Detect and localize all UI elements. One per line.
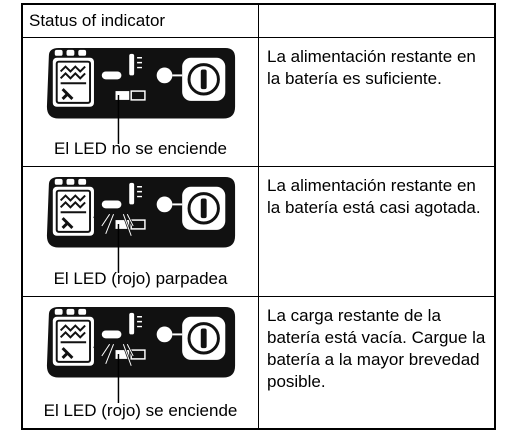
indicator-icon <box>43 46 239 144</box>
indicator-caption: El LED (rojo) parpadea <box>53 269 228 288</box>
row: El LED no se enciende La alimentación re… <box>21 37 496 167</box>
indicator-caption: El LED (rojo) se enciende <box>43 401 238 420</box>
header-row: Status of indicator <box>21 3 496 38</box>
row: El LED (rojo) se enciende La carga resta… <box>21 296 496 430</box>
indicator-cell: El LED (rojo) parpadea <box>21 166 259 297</box>
status-table: Status of indicator El LED no se enciend… <box>21 3 496 430</box>
header-cell <box>258 3 496 38</box>
indicator-cell: El LED no se enciende <box>21 37 259 167</box>
indicator-caption: El LED no se enciende <box>54 139 227 158</box>
indicator-icon <box>43 305 239 403</box>
indicator-icon <box>43 175 239 273</box>
description: La carga restante de la batería está vac… <box>258 296 496 430</box>
header-cell: Status of indicator <box>21 3 259 38</box>
indicator-cell: El LED (rojo) se enciende <box>21 296 259 430</box>
description: La alimentación restante en la batería e… <box>258 166 496 297</box>
description: La alimentación restante en la batería e… <box>258 37 496 167</box>
row: El LED (rojo) parpadea La alimentación r… <box>21 166 496 297</box>
